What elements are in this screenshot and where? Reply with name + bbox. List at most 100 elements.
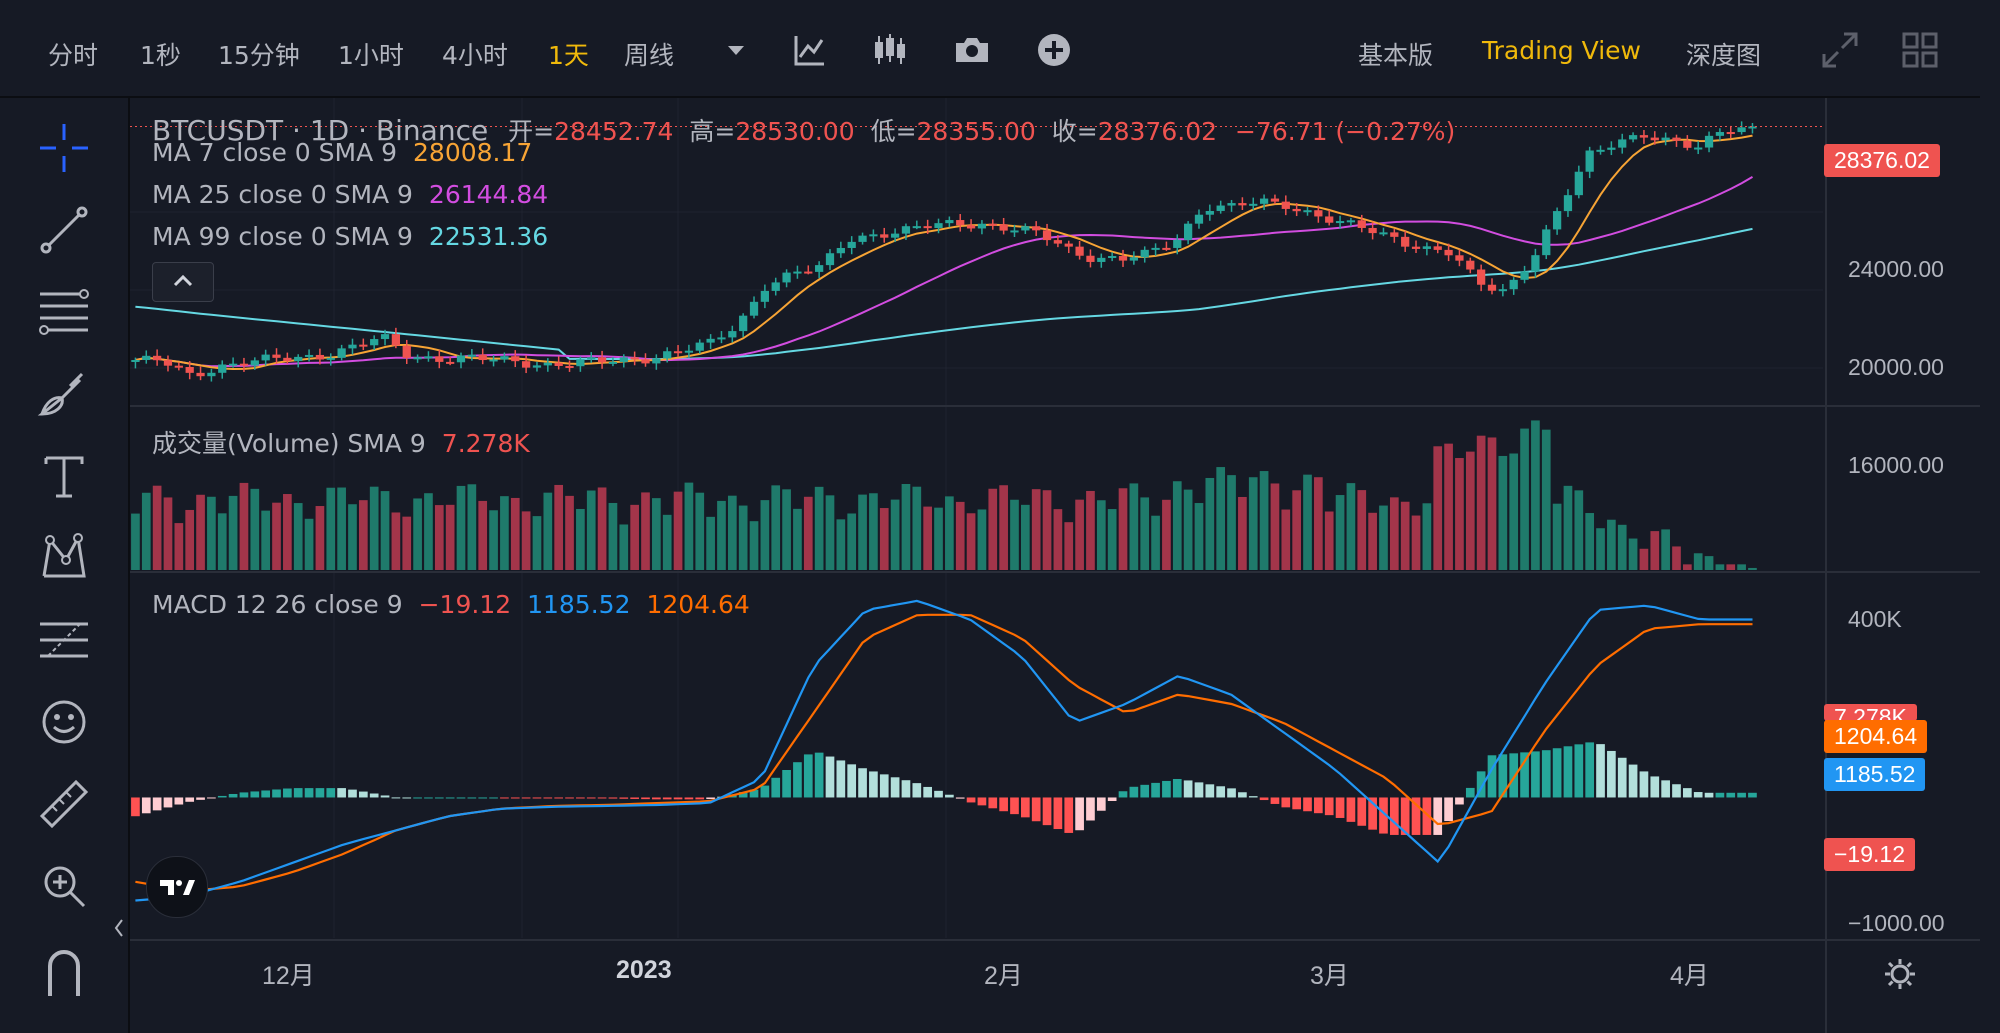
volume-bar: [1270, 483, 1280, 570]
view-basic-button[interactable]: 基本版: [1358, 41, 1434, 70]
emoji-icon[interactable]: [36, 694, 92, 750]
candle: [1140, 249, 1149, 258]
candle: [988, 223, 997, 226]
volume-bar: [1596, 528, 1605, 570]
candle: [760, 290, 769, 302]
prediction-icon[interactable]: [36, 612, 92, 668]
high-label: 高=: [689, 117, 736, 146]
collapse-legend-button[interactable]: [152, 262, 214, 302]
macd-histogram-bar: [478, 797, 488, 799]
brush-icon[interactable]: [36, 366, 92, 422]
volume-bar: [1520, 428, 1529, 570]
fib-lines-icon[interactable]: [36, 284, 92, 340]
candle: [1531, 255, 1540, 272]
volume-bar: [1183, 489, 1193, 570]
macd-histogram-bar: [1020, 797, 1030, 818]
macd-histogram-bar: [1563, 746, 1573, 798]
timeframe-week[interactable]: 周线: [624, 41, 675, 70]
candle: [880, 234, 889, 238]
macd-histogram-bar: [934, 790, 943, 798]
timeframe-1s[interactable]: 1秒: [140, 41, 181, 70]
volume-bar: [999, 485, 1008, 570]
macd-histogram-bar: [890, 777, 900, 798]
candle: [608, 361, 618, 364]
zoom-in-icon[interactable]: [36, 858, 92, 914]
pattern-icon[interactable]: [36, 530, 92, 586]
timeframe-4h[interactable]: 4小时: [442, 41, 508, 70]
volume-legend[interactable]: 成交量(Volume) SMA 9 7.278K: [152, 424, 530, 460]
volume-bar: [1726, 564, 1736, 570]
camera-icon[interactable]: [952, 30, 992, 70]
macd-histogram-bar: [185, 797, 195, 802]
volume-bar: [1324, 511, 1334, 570]
candle: [413, 357, 422, 360]
tradingview-logo[interactable]: [146, 856, 208, 918]
volume-bar: [684, 482, 694, 570]
timeframe-1d[interactable]: 1天: [548, 41, 589, 70]
candle: [402, 345, 411, 358]
macd-hist-value: −19.12: [418, 590, 512, 619]
volume-bar: [1151, 515, 1160, 570]
view-depth-button[interactable]: 深度图: [1686, 41, 1762, 70]
volume-bar: [380, 491, 390, 570]
settings-gear-icon[interactable]: [1882, 956, 1918, 992]
ma25-legend[interactable]: MA 25 close 0 SMA 9 26144.84: [152, 180, 548, 209]
ma99-legend[interactable]: MA 99 close 0 SMA 9 22531.36: [152, 222, 548, 251]
timeframe-fenshi[interactable]: 分时: [48, 41, 99, 70]
volume-bar: [1541, 429, 1551, 570]
volume-bar: [1129, 483, 1139, 570]
top-toolbar: 分时 1秒 15分钟 1小时 4小时 1天 周线 基本版 Trading Vie…: [0, 0, 1980, 98]
macd-histogram-bar: [793, 762, 802, 798]
candle: [1748, 126, 1757, 129]
volume-bar: [521, 511, 531, 570]
plus-circle-icon[interactable]: [1034, 30, 1074, 70]
volume-bar: [1010, 499, 1019, 570]
timeframe-15m[interactable]: 15分钟: [218, 41, 300, 70]
magnet-icon[interactable]: [36, 940, 92, 996]
macd-histogram-bar: [1422, 797, 1432, 835]
candle: [511, 356, 520, 362]
fullscreen-icon[interactable]: [1820, 30, 1860, 70]
candle: [1118, 256, 1128, 261]
candle-type-icon[interactable]: [870, 30, 910, 70]
volume-bar: [955, 501, 965, 570]
volume-bar: [1216, 467, 1226, 570]
volume-bar: [836, 519, 846, 570]
layout-grid-icon[interactable]: [1900, 30, 1940, 70]
text-icon[interactable]: [36, 448, 92, 504]
change-value: −76.71 (−0.27%): [1234, 117, 1456, 146]
collapse-toolbar-icon[interactable]: [112, 916, 126, 940]
high-value: 28530.00: [735, 117, 855, 146]
macd-histogram-bar: [630, 797, 639, 799]
indicator-icon[interactable]: [790, 30, 830, 70]
macd-legend[interactable]: MACD 12 26 close 9 −19.12 1185.52 1204.6…: [152, 590, 750, 619]
volume-value: 7.278K: [441, 429, 530, 458]
macd-histogram-bar: [1487, 755, 1497, 798]
trendline-icon[interactable]: [36, 202, 92, 258]
view-tradingview-button[interactable]: Trading View: [1482, 36, 1641, 65]
macd-histogram-bar: [1509, 753, 1519, 798]
macd-histogram-bar: [586, 797, 596, 799]
volume-bar: [1574, 490, 1584, 570]
symbol-title[interactable]: BTCUSDT · 1D · Binance: [152, 114, 489, 147]
volume-bar: [652, 498, 661, 570]
candle: [1259, 198, 1269, 204]
chart-plot[interactable]: [130, 98, 1980, 1033]
chevron-down-icon[interactable]: [716, 30, 756, 70]
macd-histogram-bar: [293, 788, 303, 798]
crosshair-icon[interactable]: [36, 120, 92, 176]
ma7-legend[interactable]: MA 7 close 0 SMA 9 28008.17: [152, 138, 532, 167]
candle: [1574, 171, 1583, 196]
volume-bar: [1465, 451, 1475, 570]
chart-area[interactable]: BTCUSDT · 1D · Binance 开=28452.74 高=2853…: [130, 98, 1980, 1033]
timeframe-1h[interactable]: 1小时: [338, 41, 404, 70]
volume-bar: [510, 497, 520, 570]
volume-bar: [1683, 564, 1692, 570]
macd-histogram-bar: [1031, 797, 1041, 822]
ruler-icon[interactable]: [36, 776, 92, 832]
macd-hist-tag: −19.12: [1824, 838, 1915, 871]
volume-bar: [445, 504, 455, 570]
volume-bar: [1433, 446, 1443, 570]
volume-bar: [228, 495, 238, 570]
volume-bar: [890, 499, 900, 570]
